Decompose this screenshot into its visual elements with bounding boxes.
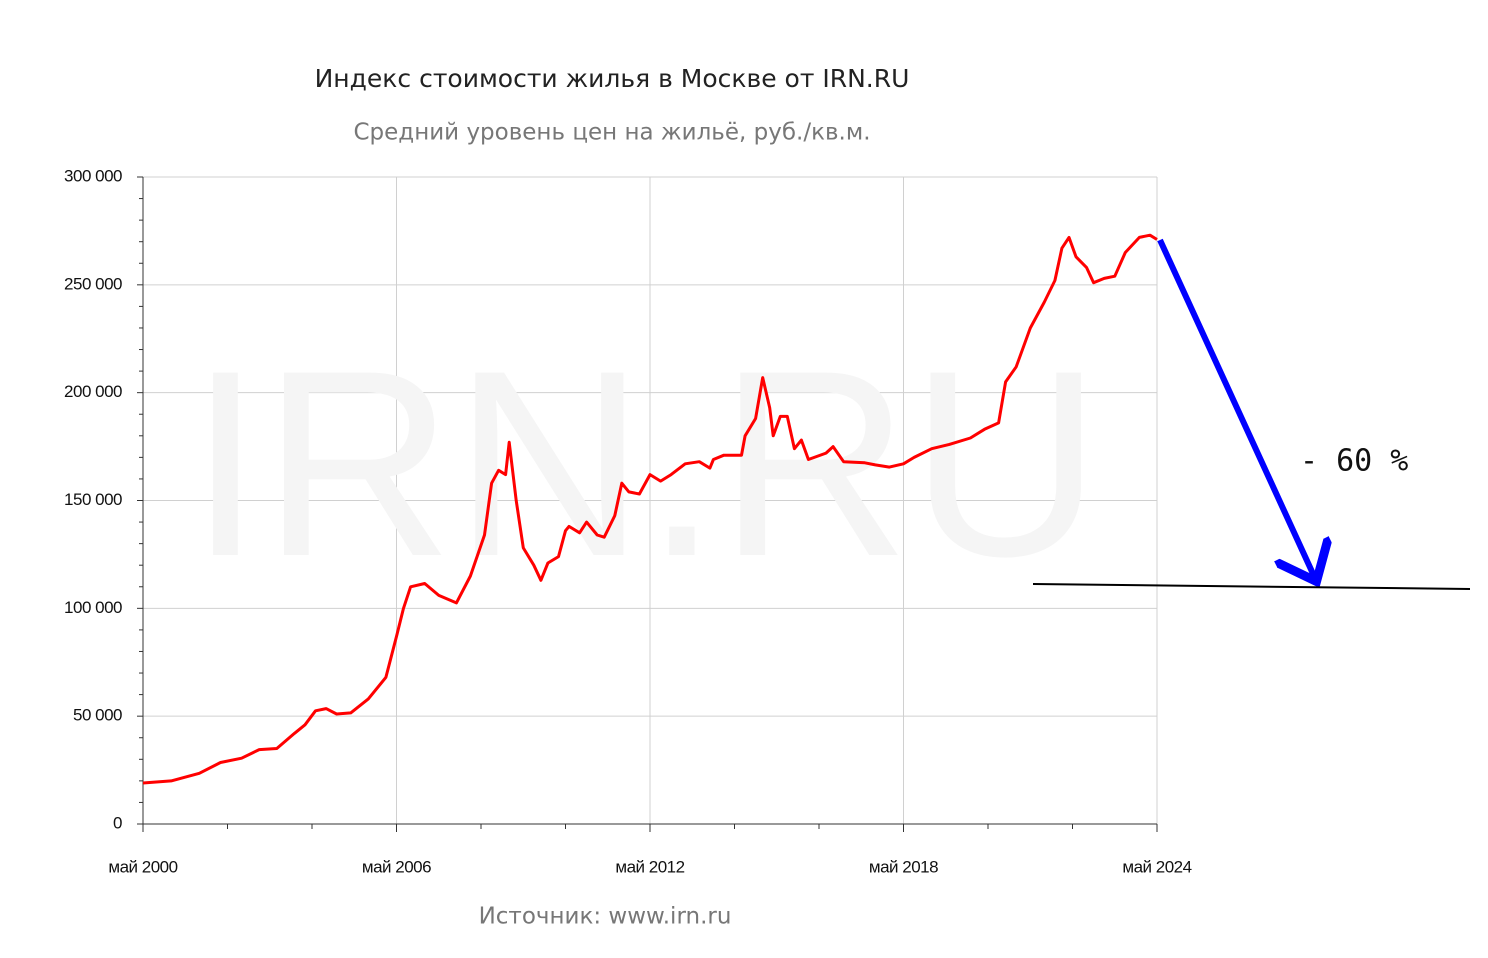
- y-tick-label: 100 000: [64, 598, 122, 617]
- x-tick-label: май 2018: [869, 857, 938, 876]
- watermark: IRN.RU: [189, 316, 1102, 612]
- y-tick-label: 200 000: [64, 382, 122, 401]
- x-tick-label: май 2012: [615, 857, 684, 876]
- line: [142, 233, 1158, 785]
- y-tick-label: 50 000: [73, 706, 122, 725]
- chart-subtitle: Средний уровень цен на жильё, руб./кв.м.: [353, 120, 870, 146]
- x-tick-label: май 2000: [108, 857, 177, 876]
- target-line: [1032, 583, 1471, 590]
- x-tick-label: май 2024: [1122, 857, 1191, 876]
- y-tick-label: 0: [113, 813, 122, 832]
- arrow: [1157, 238, 1314, 576]
- grid: 0 50 000 100 000 150 000 200 000 250 000 300 0…: [64, 166, 1192, 876]
- y-tick-label: 300 000: [64, 166, 122, 185]
- x-tick-label: май 2006: [362, 857, 431, 876]
- annotation: - 60 %: [1300, 444, 1408, 479]
- y-tick-label: 250 000: [64, 274, 122, 293]
- plot: [142, 233, 1158, 785]
- y-tick-label: 150 000: [64, 490, 122, 509]
- source: Источник: www.irn.ru: [479, 904, 732, 930]
- chart-title: Индекс стоимости жилья в Москве от IRN.R…: [315, 64, 910, 93]
